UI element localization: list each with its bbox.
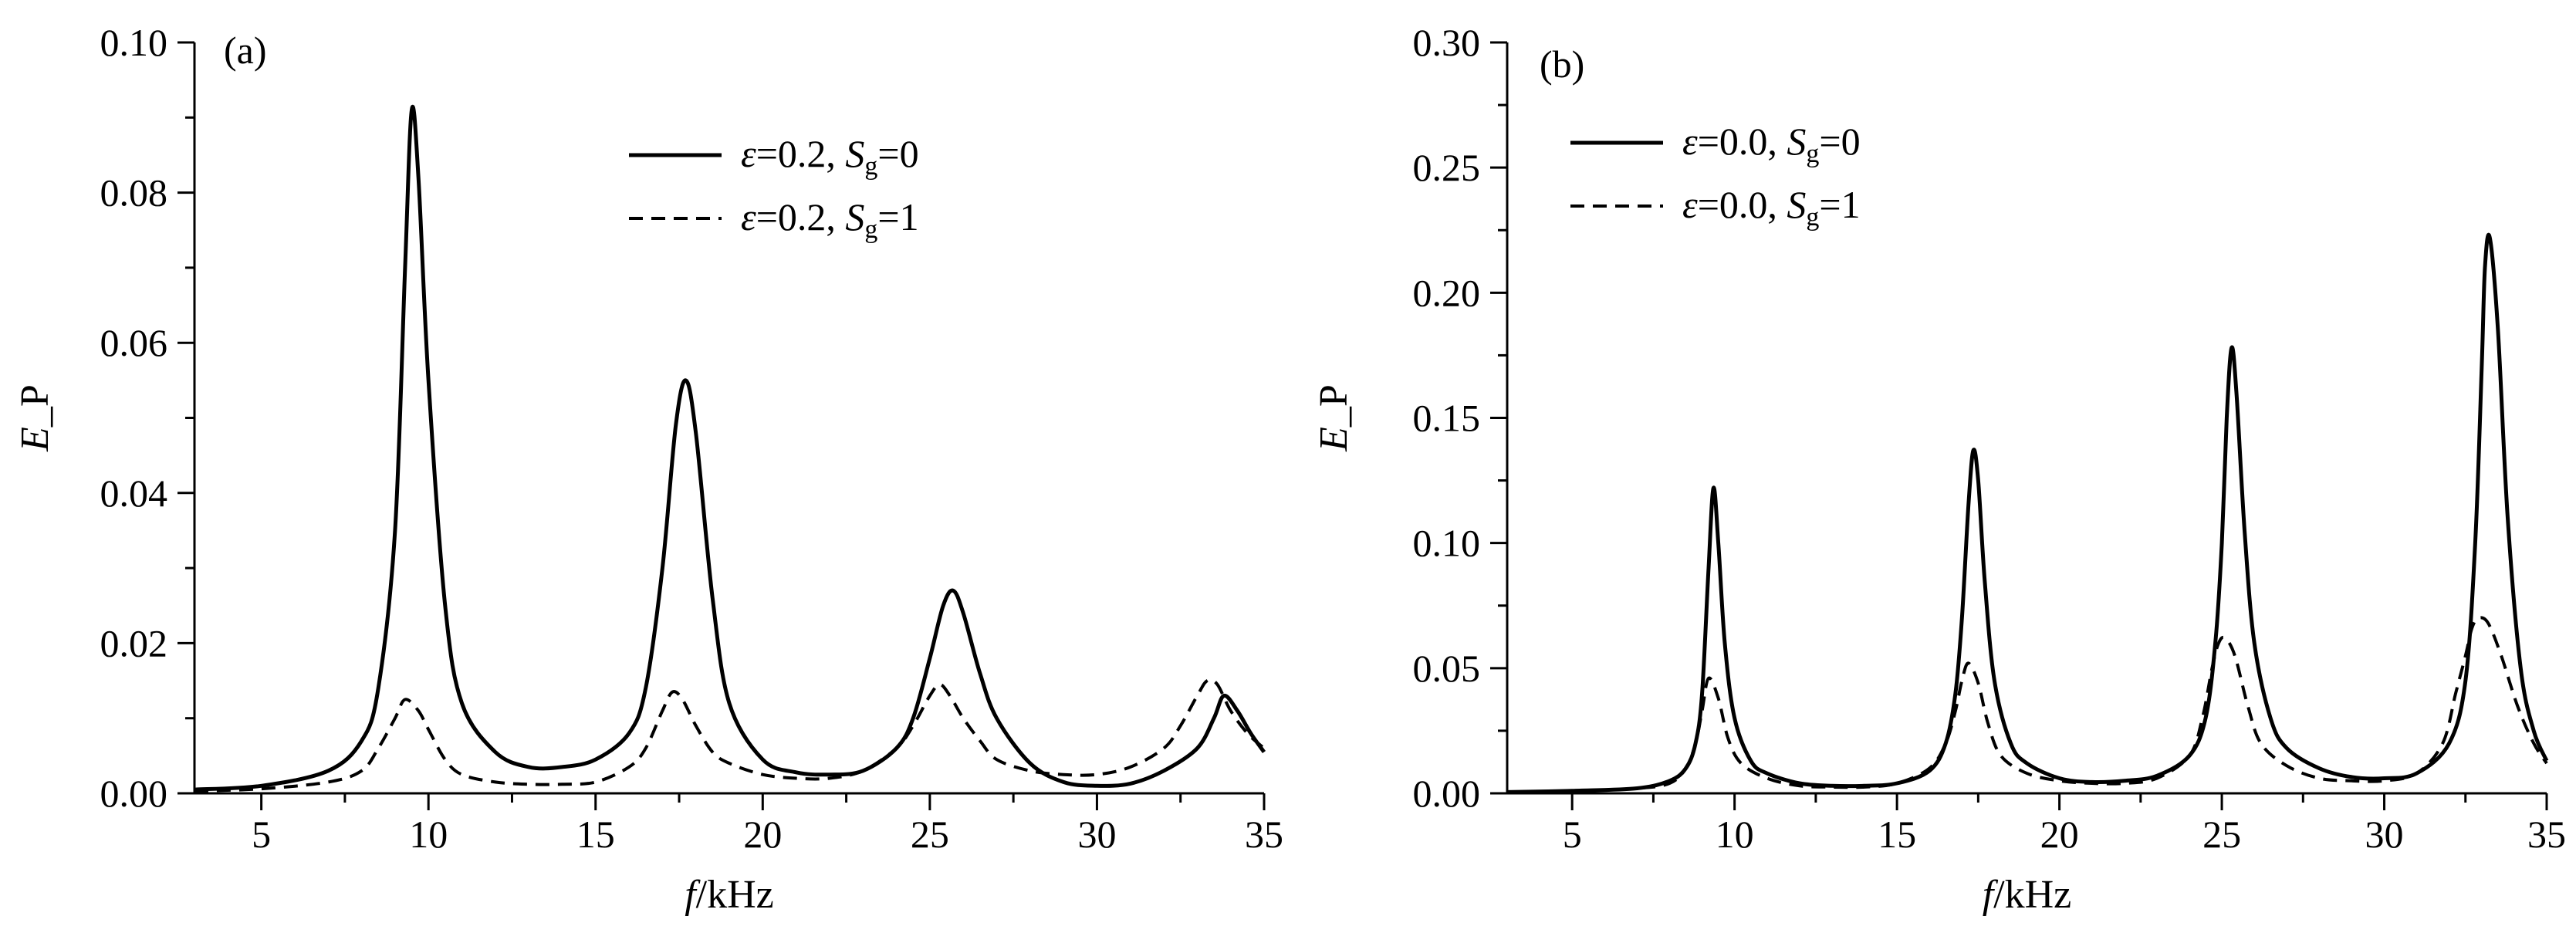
y-tick-label: 0.00 xyxy=(100,772,168,815)
legend-epsilon: ε xyxy=(741,195,756,238)
y-tick-label: 0.10 xyxy=(1413,522,1481,565)
legend-s: S xyxy=(845,132,864,175)
y-axis-title: E_P xyxy=(1312,384,1356,452)
legend-epsilon: ε xyxy=(741,132,756,175)
x-tick-label: 30 xyxy=(1077,813,1116,856)
legend-label: ε=0.2, Sg=1 xyxy=(741,195,919,244)
legend-eps-value: =0.0, xyxy=(1698,120,1787,163)
y-tick-label: 0.15 xyxy=(1413,397,1481,440)
x-axis-unit: /kHz xyxy=(1993,873,2071,917)
y-tick-label: 0.08 xyxy=(100,171,168,215)
panel-b: 5 10 15 20 25 30 35 0.00 0.05 0.10 0.15 0.20 0.25 0.3… xyxy=(1312,21,2566,917)
legend-subscript: g xyxy=(1806,203,1819,232)
y-tick-label: 0.04 xyxy=(100,472,168,515)
x-tick-label: 25 xyxy=(911,813,949,856)
y-axis-symbol: E xyxy=(13,427,57,452)
x-tick-label: 15 xyxy=(576,813,615,856)
legend-s-value: =1 xyxy=(1819,183,1860,226)
x-tick-label: 35 xyxy=(1245,813,1283,856)
series-line-sg0 xyxy=(194,104,1266,792)
legend-label: ε=0.0, Sg=0 xyxy=(1682,120,1861,168)
x-tick-label: 5 xyxy=(1563,813,1582,856)
x-axis-unit: /kHz xyxy=(696,873,774,917)
y-tick-label: 0.30 xyxy=(1413,21,1481,64)
y-tick-label: 0.20 xyxy=(1413,271,1481,314)
series-line-sg1 xyxy=(194,678,1266,793)
x-axis-title: f/kHz xyxy=(1983,873,2072,917)
legend-subscript: g xyxy=(1806,140,1819,168)
x-axis-title: f/kHz xyxy=(685,873,774,917)
x-tick-label: 20 xyxy=(2040,813,2079,856)
x-tick-label: 15 xyxy=(1878,813,1916,856)
legend-s: S xyxy=(1787,120,1806,163)
legend-epsilon: ε xyxy=(1682,183,1698,226)
x-tick-label: 5 xyxy=(252,813,271,856)
x-tick-label: 30 xyxy=(2365,813,2404,856)
legend-epsilon: ε xyxy=(1682,120,1698,163)
legend-eps-value: =0.2, xyxy=(756,132,846,175)
x-tick-label: 35 xyxy=(2527,813,2566,856)
legend-label: ε=0.0, Sg=1 xyxy=(1682,183,1861,232)
y-tick-label: 0.02 xyxy=(100,621,168,664)
x-tick-label: 25 xyxy=(2202,813,2241,856)
legend-s-value: =0 xyxy=(1819,120,1860,163)
y-tick-label: 0.25 xyxy=(1413,146,1481,189)
panel-label: (b) xyxy=(1540,42,1584,86)
legend-eps-value: =0.0, xyxy=(1698,183,1787,226)
panel-label: (a) xyxy=(224,29,267,72)
y-tick-label: 0.00 xyxy=(1413,772,1481,815)
x-tick-label: 10 xyxy=(1716,813,1754,856)
y-tick-label: 0.06 xyxy=(100,321,168,364)
y-tick-label: 0.05 xyxy=(1413,647,1481,690)
legend-s-value: =0 xyxy=(877,132,918,175)
series-line-sg1 xyxy=(1506,616,2548,794)
y-axis-suffix: _P xyxy=(13,384,57,428)
legend-subscript: g xyxy=(864,215,877,244)
legend-s: S xyxy=(1787,183,1806,226)
legend-s: S xyxy=(845,195,864,238)
y-axis-symbol: E xyxy=(1312,427,1356,452)
series-line-sg0 xyxy=(1506,232,2549,794)
legend-eps-value: =0.2, xyxy=(756,195,846,238)
x-tick-label: 10 xyxy=(409,813,448,856)
legend-label: ε=0.2, Sg=0 xyxy=(741,132,919,181)
y-axis-title: E_P xyxy=(13,384,57,452)
panel-a: 5 10 15 20 25 30 35 0.00 0.02 0.04 0.06 0.08 0.10 (a)… xyxy=(13,21,1283,917)
y-axis-suffix: _P xyxy=(1312,384,1356,428)
legend-subscript: g xyxy=(864,152,877,181)
y-tick-label: 0.10 xyxy=(100,21,168,64)
x-tick-label: 20 xyxy=(743,813,782,856)
legend-s-value: =1 xyxy=(877,195,918,238)
